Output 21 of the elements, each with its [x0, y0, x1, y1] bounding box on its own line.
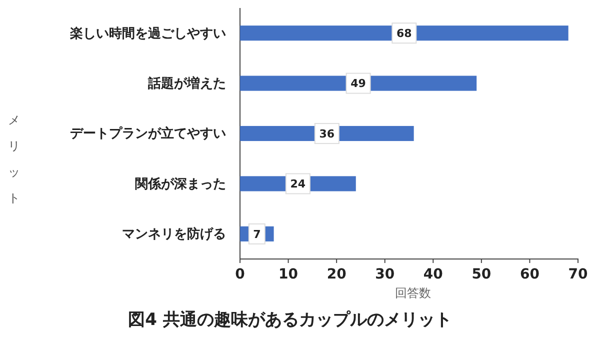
y-tick-label: 楽しい時間を過ごしやすい — [69, 26, 226, 42]
x-tick-label: 60 — [520, 266, 540, 283]
x-tick-label: 20 — [326, 266, 347, 283]
data-label: 68 — [396, 26, 412, 40]
x-tick-label: 40 — [423, 266, 444, 283]
x-tick-label: 10 — [278, 266, 298, 283]
data-label: 7 — [253, 228, 261, 241]
text: 図4 共通の趣味があるカップルのメリット — [128, 310, 452, 330]
x-tick-label: 70 — [568, 266, 588, 283]
y-tick-label: 話題が増えた — [147, 75, 226, 92]
data-label: 24 — [290, 178, 306, 191]
y-tick-label: 関係が深まった — [135, 176, 226, 192]
y-tick-label: マンネリを防げる — [122, 226, 226, 242]
x-axis-title: 回答数 — [395, 286, 431, 300]
x-tick-label: 50 — [472, 266, 492, 283]
y-axis-title: メリット — [8, 113, 20, 205]
x-tick-label: 0 — [235, 266, 246, 283]
x-tick-label: 30 — [375, 266, 395, 283]
y-tick-label: デートプランが立てやすい — [70, 126, 226, 142]
data-label: 36 — [319, 127, 335, 140]
data-label: 49 — [350, 77, 366, 90]
